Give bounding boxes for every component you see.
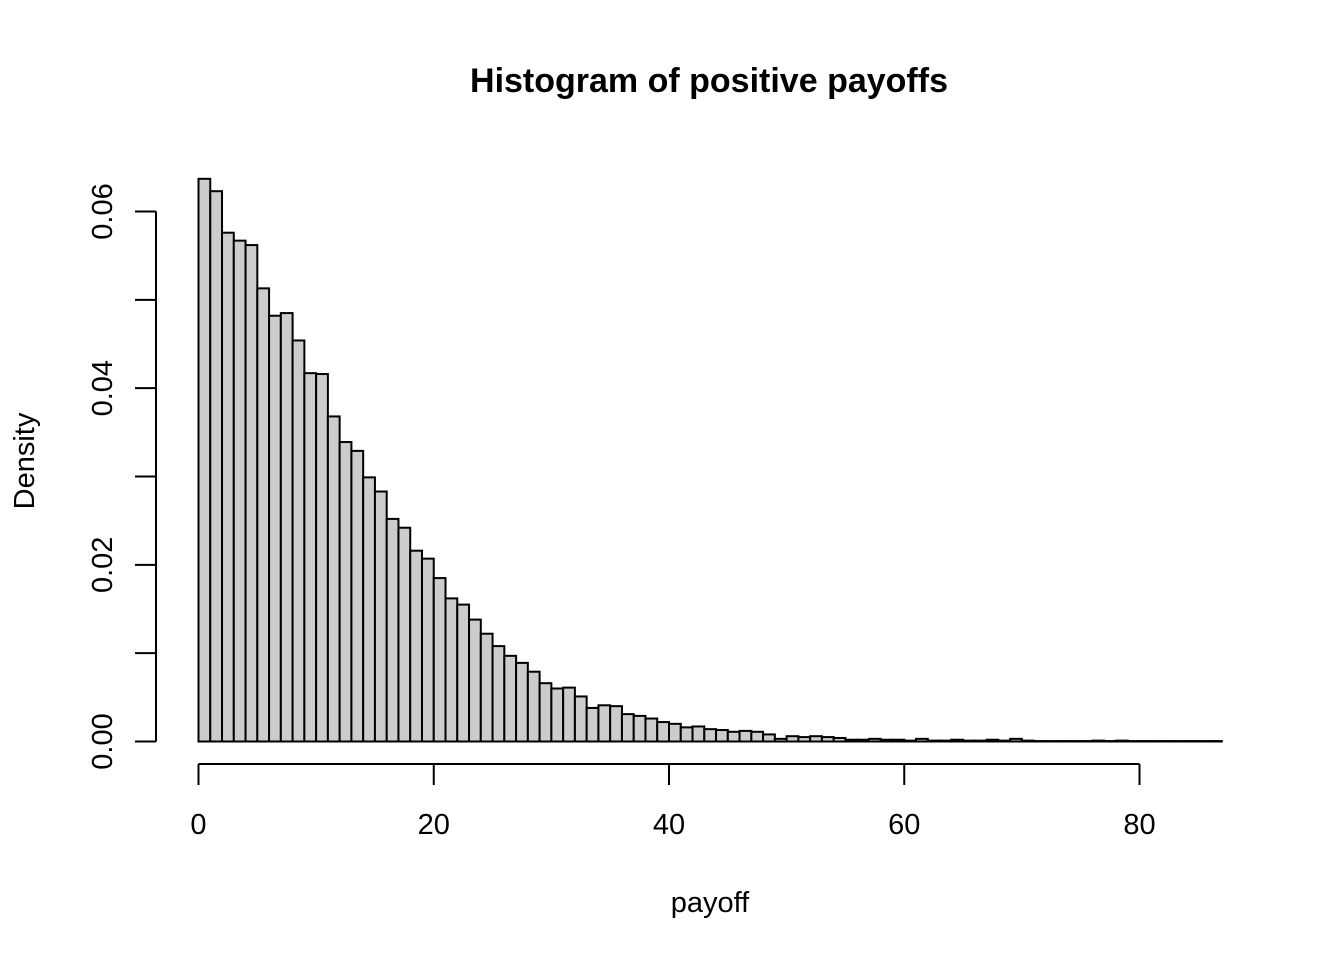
histogram-bar xyxy=(256,287,271,743)
chart-title: Histogram of positive payoffs xyxy=(470,62,948,100)
histogram-bar xyxy=(1009,737,1023,743)
histogram-bar xyxy=(962,739,976,743)
histogram-bar xyxy=(209,190,224,743)
histogram-bar xyxy=(820,736,835,743)
x-axis: 0 20 40 60 80 xyxy=(190,763,1156,841)
y-axis: 0.00 0.02 0.04 0.06 xyxy=(87,183,157,770)
histogram-bar xyxy=(609,705,623,743)
histogram-bar xyxy=(303,372,318,743)
histogram-bar xyxy=(973,739,988,743)
x-tick-label: 40 xyxy=(653,809,685,841)
histogram-bar xyxy=(420,557,435,743)
histogram-bar xyxy=(903,739,918,743)
histogram-bar xyxy=(985,738,1000,743)
histogram-bar xyxy=(197,177,212,743)
histogram-bar xyxy=(679,726,694,743)
histogram-bar xyxy=(785,735,800,743)
x-axis-label: payoff xyxy=(671,887,750,919)
x-tick-label: 20 xyxy=(418,809,450,841)
x-tick-label: 0 xyxy=(190,809,206,841)
histogram-bar xyxy=(279,312,294,743)
histogram-bar xyxy=(620,713,635,743)
histogram-bar xyxy=(879,738,894,743)
histogram-bar xyxy=(385,517,400,743)
histogram-bar xyxy=(691,725,706,743)
histogram-bar xyxy=(1114,739,1129,743)
histogram-bar xyxy=(491,645,506,743)
x-tick-label: 80 xyxy=(1123,809,1155,841)
histogram-bar xyxy=(373,490,388,743)
y-tick-label: 0.04 xyxy=(87,360,119,416)
histogram-bar xyxy=(468,618,482,743)
y-tick-label: 0.00 xyxy=(87,713,119,769)
histogram-bar xyxy=(362,476,376,743)
histogram-bar xyxy=(550,687,565,743)
histogram-bar xyxy=(573,695,588,743)
y-tick-label: 0.02 xyxy=(87,537,119,593)
histogram-bar xyxy=(797,736,812,743)
histogram-bar xyxy=(268,314,282,743)
histogram-bar xyxy=(773,737,788,743)
histogram-bar xyxy=(997,739,1012,743)
histogram-bar xyxy=(397,526,412,743)
histogram-bar xyxy=(244,244,259,743)
histogram-bar xyxy=(726,730,741,743)
histogram-bar xyxy=(350,449,365,743)
histogram-bar xyxy=(762,733,776,743)
histogram-bar xyxy=(809,735,823,743)
histogram-bar xyxy=(597,704,612,743)
histogram-bar xyxy=(915,737,929,743)
histogram-bar xyxy=(585,706,600,743)
y-axis-label: Density xyxy=(9,412,41,509)
histogram-bar xyxy=(938,739,953,743)
histogram-bar xyxy=(715,729,729,743)
x-tick-label: 60 xyxy=(888,809,920,841)
histogram-bar xyxy=(562,686,576,743)
histogram-bar xyxy=(338,441,353,743)
histogram-bar xyxy=(950,738,965,743)
histogram-bar xyxy=(315,373,329,743)
histogram-bar xyxy=(1020,739,1035,743)
histogram-bar xyxy=(232,239,247,743)
histogram-bar xyxy=(326,415,341,743)
histogram-bar xyxy=(644,717,659,743)
y-tick-label: 0.06 xyxy=(87,183,119,239)
histogram-bar xyxy=(750,730,765,743)
histogram-bar xyxy=(844,738,859,743)
histogram-bar xyxy=(526,670,541,743)
histogram-bar xyxy=(432,577,447,743)
histogram-bar xyxy=(538,682,553,743)
histogram-bar xyxy=(444,597,459,743)
histogram-bar xyxy=(1091,739,1106,743)
histogram-bar xyxy=(409,549,423,743)
histogram-bar xyxy=(456,603,471,743)
histogram-bar xyxy=(832,736,847,743)
histogram-bar xyxy=(479,632,494,743)
histogram-bar xyxy=(856,738,870,743)
histogram-bar xyxy=(891,738,906,743)
histogram-bar xyxy=(291,339,306,743)
histogram-bar xyxy=(656,721,670,743)
histogram-bar xyxy=(221,231,235,743)
histogram-bar xyxy=(926,739,941,743)
histogram-bar xyxy=(668,722,682,743)
histogram-bar xyxy=(632,714,647,743)
bars-group xyxy=(197,177,1223,743)
histogram-bar xyxy=(503,654,518,743)
histogram-bar xyxy=(738,729,753,743)
histogram-bar xyxy=(703,728,718,743)
histogram-bar xyxy=(867,737,882,743)
histogram-bar xyxy=(515,661,529,743)
